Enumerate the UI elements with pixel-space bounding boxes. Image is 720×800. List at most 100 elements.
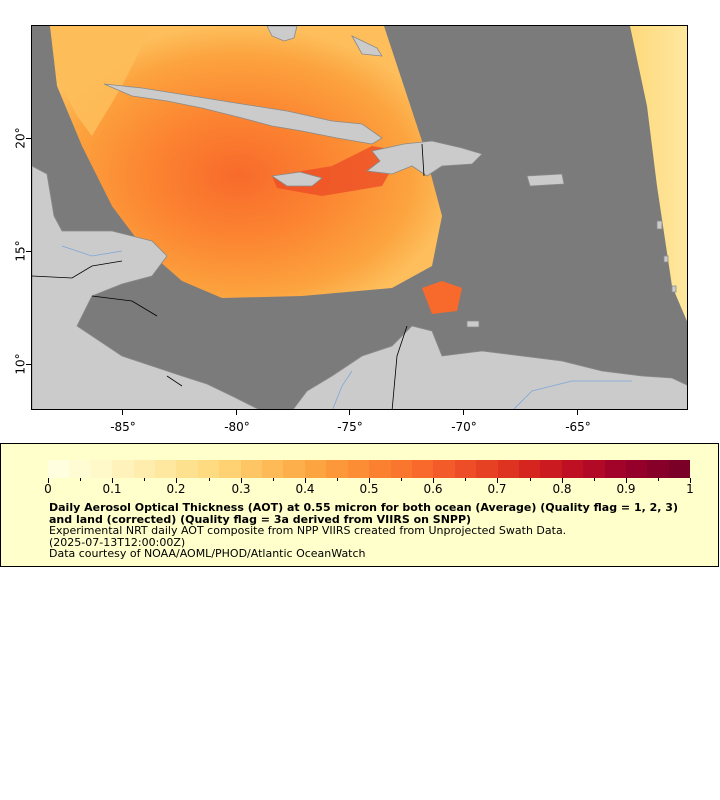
border-colombia-venezuela: [391, 325, 408, 409]
aot-high-spot: [422, 281, 462, 314]
colorbar-swatch: [347, 460, 370, 478]
colorbar-swatch: [219, 460, 241, 478]
colorbar-swatch: [48, 460, 70, 478]
colorbar-tick: [336, 478, 338, 481]
colorbar-label: 0.3: [231, 482, 251, 496]
aot-swath-east: [630, 26, 687, 322]
lon-tick-mark: [349, 410, 350, 415]
longitude-label: -75°: [337, 420, 363, 434]
land-bahamas: [351, 35, 383, 57]
river-1: [332, 370, 353, 409]
land-layer: [32, 26, 687, 409]
border-haiti-dr: [421, 143, 425, 177]
longitude-label: -65°: [565, 420, 591, 434]
colorbar-label: 1: [686, 482, 694, 496]
longitude-label: -80°: [224, 420, 250, 434]
colorbar-ticks: [48, 478, 691, 484]
colorbar-swatch: [561, 460, 584, 478]
colorbar-label: 0.1: [102, 482, 122, 496]
land-aruba: [466, 320, 480, 328]
colorbar-swatch: [262, 460, 284, 478]
colorbar-tick: [176, 478, 178, 483]
colorbar-tick: [80, 478, 82, 481]
colorbar-swatch: [240, 460, 263, 478]
legend-description: Experimental NRT daily AOT composite fro…: [49, 524, 567, 537]
legend-credit: Data courtesy of NOAA/AOML/PHOD/Atlantic…: [49, 547, 366, 560]
colorbar-label: 0.4: [295, 482, 315, 496]
colorbar-tick: [657, 478, 659, 481]
colorbar-swatch: [69, 460, 91, 478]
colorbar-tick: [112, 478, 114, 483]
colorbar-label: 0.7: [487, 482, 507, 496]
colorbar-swatch: [518, 460, 541, 478]
lon-tick-mark: [463, 410, 464, 415]
colorbar-swatch: [668, 460, 691, 478]
colorbar-tick: [144, 478, 146, 481]
colorbar-tick: [369, 478, 370, 483]
colorbar-swatch: [176, 460, 198, 478]
colorbar-swatch: [155, 460, 177, 478]
colorbar-tick: [593, 478, 595, 481]
land-jamaica: [270, 171, 323, 187]
land-cuba: [103, 83, 383, 145]
lon-tick-mark: [577, 410, 578, 415]
colorbar-tick: [625, 478, 627, 483]
colorbar-label: 0.2: [166, 482, 186, 496]
colorbar-label: 0: [44, 482, 52, 496]
land-lesser-antilles-2: [663, 255, 669, 263]
colorbar-swatch: [604, 460, 626, 478]
colorbar-swatch: [476, 460, 498, 478]
colorbar-tick: [529, 478, 531, 481]
longitude-label: -85°: [110, 420, 136, 434]
colorbar-swatch: [283, 460, 305, 478]
colorbar-swatch: [433, 460, 455, 478]
colorbar-swatch: [647, 460, 669, 478]
colorbar-tick: [433, 478, 435, 483]
colorbar-tick: [48, 478, 49, 483]
colorbar-tick: [272, 478, 274, 481]
borders-layer: [32, 143, 425, 409]
legend-title: Daily Aerosol Optical Thickness (AOT) at…: [49, 501, 678, 526]
aot-map: [32, 26, 687, 409]
lat-tick-mark: [26, 364, 31, 365]
colorbar-swatch: [112, 460, 134, 478]
lat-tick-mark: [26, 251, 31, 252]
colorbar-label: 0.8: [552, 482, 572, 496]
legend-text: Daily Aerosol Optical Thickness (AOT) at…: [49, 502, 689, 560]
colorbar-swatch: [625, 460, 648, 478]
colorbar-swatch: [497, 460, 519, 478]
colorbar-label: 0.9: [616, 482, 636, 496]
colorbar-tick: [304, 478, 306, 483]
rivers-layer: [61, 245, 632, 409]
river-3: [61, 245, 123, 257]
colorbar-swatch: [369, 460, 391, 478]
colorbar-swatch: [304, 460, 327, 478]
border-costa-rica-panama: [166, 375, 183, 387]
legend-panel: 0 0.1 0.2 0.3 0.4 0.5 0.6 0.7 0.8 0.9 1 …: [0, 443, 719, 567]
latitude-label: 15°: [13, 240, 28, 262]
land-puerto-rico: [526, 173, 565, 187]
colorbar-swatch: [133, 460, 156, 478]
colorbar-tick: [561, 478, 563, 483]
border-honduras-nicaragua: [91, 295, 158, 317]
lon-tick-mark: [122, 410, 123, 415]
legend-time: (2025-07-13T12:00:00Z): [49, 535, 186, 549]
colorbar-swatch: [326, 460, 348, 478]
longitude-label: -70°: [451, 420, 477, 434]
land-south-america: [293, 325, 687, 409]
colorbar-tick: [208, 478, 210, 481]
colorbar-tick: [240, 478, 242, 483]
colorbar-swatch: [390, 460, 412, 478]
colorbar-label: 0.6: [423, 482, 443, 496]
land-lesser-antilles-3: [671, 285, 677, 293]
colorbar-swatch: [197, 460, 220, 478]
map-panel[interactable]: [31, 25, 688, 410]
land-florida: [266, 26, 298, 42]
colorbar-swatch: [90, 460, 113, 478]
colorbar-tick: [401, 478, 403, 481]
colorbar-swatch: [411, 460, 434, 478]
colorbar-label: 0.5: [359, 482, 379, 496]
border-mexico-guatemala: [32, 260, 123, 279]
latitude-label: 10°: [13, 353, 28, 375]
river-2: [513, 380, 632, 409]
